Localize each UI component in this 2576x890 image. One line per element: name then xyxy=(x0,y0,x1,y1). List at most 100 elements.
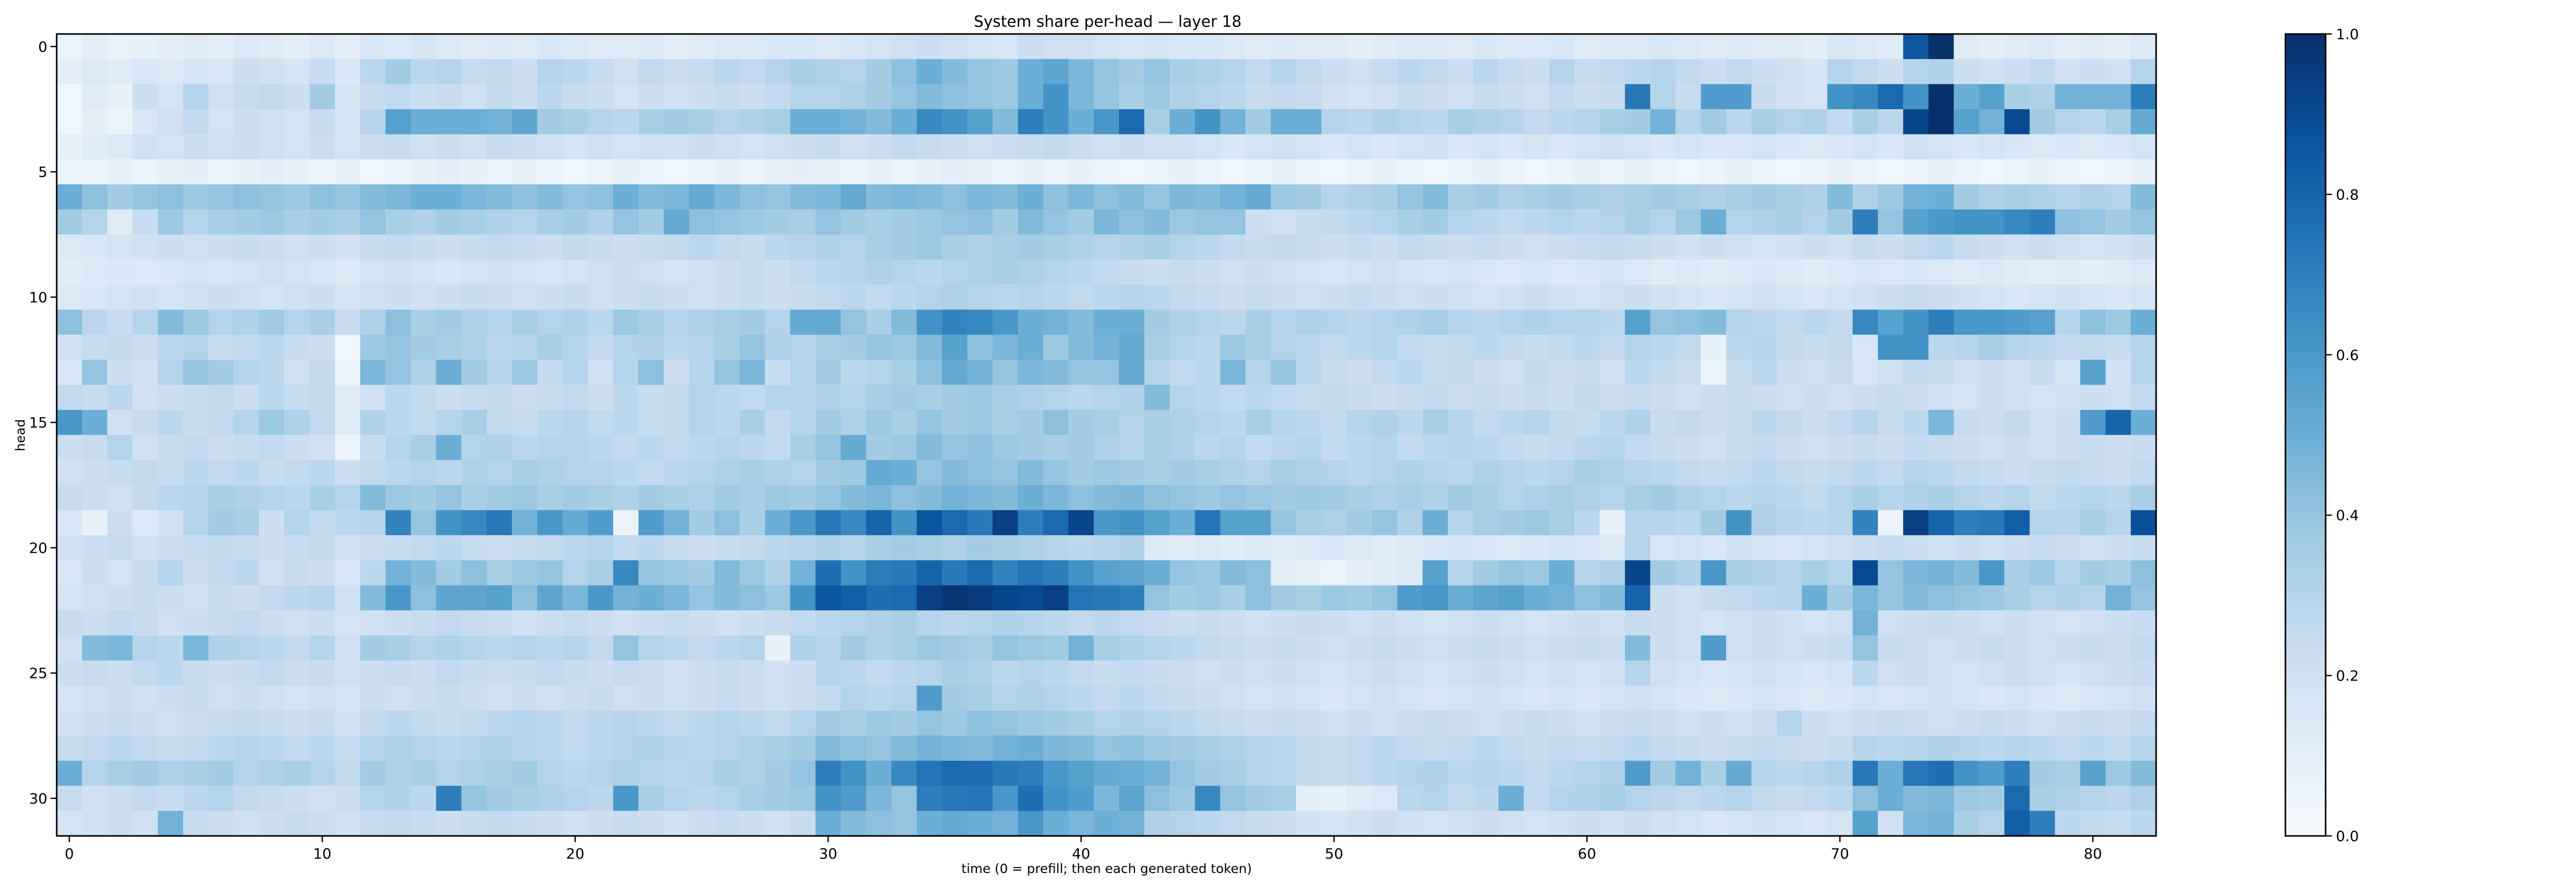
heatmap-cell xyxy=(714,435,740,460)
heatmap-cell xyxy=(689,560,715,586)
heatmap-cell xyxy=(1448,159,1473,185)
heatmap-cell xyxy=(1321,209,1347,235)
heatmap-cell xyxy=(1523,710,1550,736)
heatmap-cell xyxy=(2130,811,2157,836)
x-tick-label: 0 xyxy=(65,845,74,862)
heatmap-cell xyxy=(992,635,1019,661)
x-tick-label: 80 xyxy=(2083,845,2102,862)
heatmap-cell xyxy=(57,485,82,511)
heatmap-cell xyxy=(208,385,234,410)
heatmap-cell xyxy=(1346,385,1372,410)
heatmap-cell xyxy=(891,259,917,285)
heatmap-cell xyxy=(1170,560,1195,586)
heatmap-cell xyxy=(1776,184,1803,210)
heatmap-cell xyxy=(1093,234,1120,260)
heatmap-cell xyxy=(2105,761,2131,786)
heatmap-cell xyxy=(1852,710,1878,736)
heatmap-cell xyxy=(537,485,563,511)
heatmap-cell xyxy=(284,59,310,84)
heatmap-cell xyxy=(1701,710,1726,736)
heatmap-cell xyxy=(866,761,892,786)
heatmap-cell xyxy=(992,59,1019,84)
heatmap-cell xyxy=(436,686,462,711)
heatmap-cell xyxy=(967,34,993,60)
heatmap-cell xyxy=(790,811,816,836)
heatmap-cell xyxy=(512,284,538,310)
heatmap-cell xyxy=(1195,34,1221,60)
heatmap-cell xyxy=(1119,310,1145,335)
heatmap-cell xyxy=(1549,409,1575,436)
heatmap-cell xyxy=(1422,134,1448,160)
heatmap-cell xyxy=(1270,435,1297,460)
heatmap-cell xyxy=(158,159,184,185)
heatmap-cell xyxy=(840,735,867,761)
heatmap-cell xyxy=(714,109,740,135)
heatmap-cell xyxy=(1346,109,1372,135)
heatmap-cell xyxy=(2004,610,2030,636)
heatmap-cell xyxy=(1523,535,1550,561)
y-tick-label: 10 xyxy=(29,289,47,306)
heatmap-cell xyxy=(461,409,487,436)
heatmap-cell xyxy=(1726,109,1752,135)
heatmap-cell xyxy=(309,360,335,385)
heatmap-cell xyxy=(891,234,917,260)
heatmap-cell xyxy=(1574,510,1600,536)
heatmap-cell xyxy=(1296,84,1322,110)
heatmap-cell xyxy=(588,109,614,135)
heatmap-cell xyxy=(765,34,791,60)
heatmap-cell xyxy=(1574,460,1600,486)
heatmap-cell xyxy=(765,735,791,761)
heatmap-cell xyxy=(1245,409,1272,436)
heatmap-cell xyxy=(840,535,867,561)
heatmap-cell xyxy=(411,284,437,310)
heatmap-cell xyxy=(1979,284,2005,310)
heatmap-cell xyxy=(613,785,639,811)
heatmap-cell xyxy=(765,84,791,110)
heatmap-cell xyxy=(1346,761,1372,786)
heatmap-cell xyxy=(1954,334,1979,361)
heatmap-cell xyxy=(1498,686,1524,711)
heatmap-cell xyxy=(2105,460,2131,486)
heatmap-cell xyxy=(562,385,588,410)
heatmap-cell xyxy=(1599,635,1625,661)
heatmap-cell xyxy=(1802,284,1828,310)
heatmap-cell xyxy=(1751,184,1777,210)
heatmap-cell xyxy=(537,134,563,160)
heatmap-cell xyxy=(840,435,867,460)
heatmap-cell xyxy=(2105,385,2131,410)
heatmap-cell xyxy=(1802,159,1828,185)
heatmap-cell xyxy=(57,761,82,786)
heatmap-cell xyxy=(360,535,386,561)
heatmap-cell xyxy=(1068,184,1094,210)
heatmap-cell xyxy=(1195,535,1221,561)
heatmap-cell xyxy=(411,585,437,611)
heatmap-cell xyxy=(2105,735,2131,761)
heatmap-cell xyxy=(360,310,386,335)
heatmap-cell xyxy=(765,435,791,460)
heatmap-cell xyxy=(1979,209,2005,235)
heatmap-cell xyxy=(1701,535,1726,561)
heatmap-cell xyxy=(917,310,942,335)
heatmap-cell xyxy=(815,159,841,185)
heatmap-cell xyxy=(1270,811,1297,836)
heatmap-cell xyxy=(2055,811,2081,836)
heatmap-cell xyxy=(1068,610,1094,636)
heatmap-cell xyxy=(866,334,892,361)
heatmap-cell xyxy=(689,234,715,260)
heatmap-cell xyxy=(183,485,209,511)
heatmap-cell xyxy=(714,409,740,436)
heatmap-cell xyxy=(537,159,563,185)
heatmap-cell xyxy=(2004,660,2030,686)
heatmap-cell xyxy=(714,34,740,60)
heatmap-cell xyxy=(233,585,260,611)
heatmap-cell xyxy=(2004,686,2030,711)
heatmap-cell xyxy=(1346,134,1372,160)
heatmap-cell xyxy=(259,134,285,160)
heatmap-cell xyxy=(2055,84,2081,110)
heatmap-cell xyxy=(385,209,411,235)
heatmap-cell xyxy=(2029,510,2056,536)
heatmap-cell xyxy=(638,59,664,84)
heatmap-cell xyxy=(588,59,614,84)
heatmap-cell xyxy=(1852,334,1878,361)
heatmap-cell xyxy=(1270,710,1297,736)
